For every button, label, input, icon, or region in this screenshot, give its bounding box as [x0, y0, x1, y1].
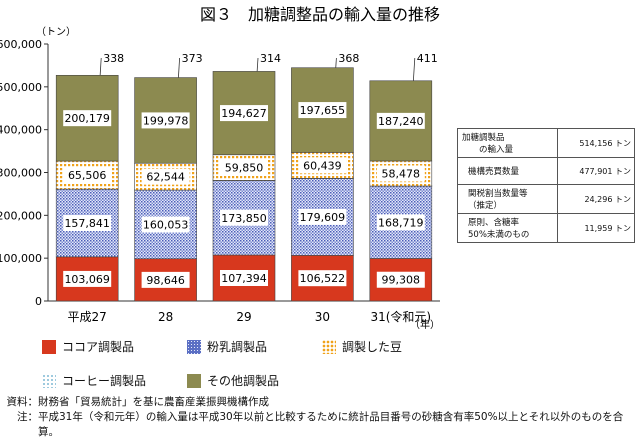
data-label-box [298, 157, 347, 174]
stacked-bar-chart: 図３ 加糖調整品の輸入量の推移 （トン） （年） 0 100,000 200,000… [0, 5, 440, 330]
data-label-box [298, 270, 347, 287]
data-label-box [141, 168, 190, 185]
data-label-beans: 65,506 [68, 169, 107, 182]
table-row: 関税割当数量等 （推定） 24,296 トン [457, 184, 636, 214]
table-row: 機構売買数量 477,901 トン [457, 157, 636, 185]
data-label-milk: 168,719 [378, 216, 424, 229]
y-tick-label: 400,000 [0, 124, 42, 137]
data-label-milk: 173,850 [221, 212, 267, 225]
note-text: 平成31年（令和元年）の輸入量は平成30年以前と比較するために統計品目番号の砂糖… [38, 411, 624, 438]
data-label-coffee: 373 [182, 52, 203, 65]
x-tick-label: 31(令和元) [370, 309, 431, 324]
legend-label: コーヒー調製品 [62, 374, 147, 388]
chart-title: 図３ 加糖調整品の輸入量の推移 [200, 5, 440, 24]
x-tick-label: 平成27 [68, 310, 107, 324]
x-tick-label: 28 [158, 310, 173, 324]
legend-swatch-other [187, 373, 201, 388]
data-label-coffee: 338 [103, 52, 124, 65]
data-label-cocoa: 98,646 [146, 274, 185, 287]
table-row: 原則、含糖率 50%未満のもの 11,959 トン [457, 213, 636, 243]
data-label-other: 194,627 [221, 107, 267, 120]
chart-notes: 資料： 財務省「貿易統計」を基に農畜産業振興機構作成 注： 平成31年（令和元年… [2, 395, 638, 440]
legend-label: ココア調製品 [62, 340, 135, 354]
data-label-cocoa: 103,069 [64, 273, 110, 286]
legend-swatch-milk [187, 339, 201, 354]
x-axis-unit: （年） [410, 318, 440, 330]
data-label-box [376, 214, 425, 231]
legend-swatch-beans [322, 339, 336, 354]
data-label-other: 200,179 [64, 112, 110, 125]
data-label-coffee: 368 [338, 52, 359, 65]
note-head: 注： [17, 411, 38, 423]
data-label-box [220, 105, 268, 122]
data-label-box [220, 159, 268, 176]
chart-legend: ココア調製品 粉乳調製品 調製した豆 コーヒー調製品 その他調製品 [32, 330, 432, 395]
data-label-beans: 58,478 [382, 167, 421, 180]
row-label-under50: 原則、含糖率 50%未満のもの [457, 213, 558, 243]
y-tick-label: 100,000 [0, 252, 42, 265]
table-row: 加糖調製品 の輸入量 514,156 トン [457, 128, 636, 158]
data-label-other: 199,978 [143, 114, 189, 127]
y-tick-label: 500,000 [0, 81, 42, 94]
data-label-box [298, 102, 347, 119]
data-label-cocoa: 99,308 [382, 274, 421, 287]
legend-item-other: その他調製品 [187, 372, 279, 389]
data-label-beans: 60,439 [303, 159, 342, 172]
legend-item-milk: 粉乳調製品 [187, 338, 267, 355]
legend-label: その他調製品 [207, 374, 280, 388]
legend-item-coffee: コーヒー調製品 [42, 372, 146, 389]
data-label-other: 187,240 [378, 115, 424, 128]
data-label-box [298, 208, 347, 225]
y-tick-label: 200,000 [0, 209, 42, 222]
data-label-beans: 62,544 [146, 171, 185, 184]
data-label-other: 197,655 [300, 104, 346, 117]
data-label-box [141, 112, 190, 129]
data-label-box [141, 216, 190, 233]
row-label-quota: 関税割当数量等 （推定） [457, 184, 558, 214]
legend-swatch-coffee [42, 373, 56, 388]
data-label-box [63, 110, 112, 127]
data-label-cocoa: 107,394 [221, 272, 267, 285]
legend-item-beans: 調製した豆 [322, 338, 402, 355]
data-label-box [63, 167, 112, 184]
x-tick-label: 30 [315, 310, 330, 324]
source-head: 資料： [6, 396, 39, 408]
x-tick-label: 29 [236, 310, 251, 324]
y-tick-label: 300,000 [0, 167, 42, 180]
source-note: 資料： 財務省「貿易統計」を基に農畜産業振興機構作成 [2, 395, 638, 410]
legend-item-cocoa: ココア調製品 [42, 338, 134, 355]
import-breakdown-table: 加糖調製品 の輸入量 514,156 トン 機構売買数量 477,901 トン … [457, 128, 636, 243]
data-label-cocoa: 106,522 [300, 272, 346, 285]
legend-label: 粉乳調製品 [207, 340, 268, 354]
data-label-box [63, 215, 112, 232]
data-label-milk: 157,841 [64, 217, 110, 230]
data-label-milk: 179,609 [300, 211, 346, 224]
data-label-box [376, 271, 425, 288]
data-label-box [141, 271, 190, 288]
row-value-under50: 11,959 トン [556, 213, 636, 243]
y-axis-unit: （トン） [36, 26, 76, 38]
y-tick-label: 600,000 [0, 38, 42, 51]
row-label-total: 加糖調製品 の輸入量 [457, 128, 558, 158]
data-label-box [220, 209, 268, 226]
legend-swatch-cocoa [42, 339, 56, 354]
data-label-coffee: 411 [417, 52, 438, 65]
footnote: 注： 平成31年（令和元年）の輸入量は平成30年以前と比較するために統計品目番号… [2, 410, 638, 440]
data-label-coffee: 314 [260, 52, 281, 65]
data-label-box [376, 165, 425, 182]
data-label-box [376, 112, 425, 129]
data-label-beans: 59,850 [225, 162, 264, 175]
row-value-quota: 24,296 トン [556, 184, 636, 214]
row-value-trade: 477,901 トン [556, 157, 636, 185]
data-label-box [63, 270, 112, 287]
row-label-trade: 機構売買数量 [457, 157, 558, 185]
source-text: 財務省「貿易統計」を基に農畜産業振興機構作成 [38, 396, 269, 408]
data-label-milk: 160,053 [143, 218, 189, 231]
legend-label: 調製した豆 [342, 340, 403, 354]
data-label-box [220, 269, 268, 286]
y-tick-label: 0 [35, 295, 42, 308]
row-value-total: 514,156 トン [556, 128, 636, 158]
